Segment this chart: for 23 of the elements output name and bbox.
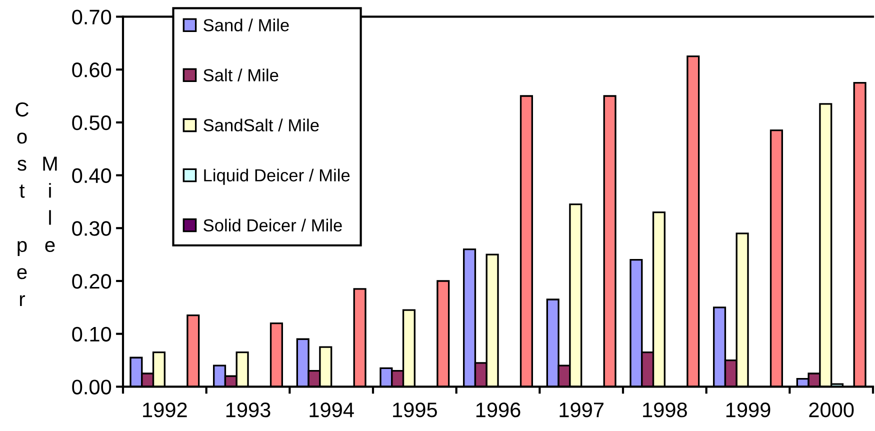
- x-tick-label: 1996: [476, 402, 520, 418]
- y-tick-label: 0.70: [72, 10, 112, 24]
- y-tick-label: 0.40: [72, 168, 112, 184]
- legend-label: Sand / Mile: [204, 18, 289, 32]
- y-tick-label: 0.30: [72, 221, 112, 236]
- legend-label: Salt / Mile: [204, 68, 278, 82]
- y-tick-label: 0.00: [72, 380, 112, 394]
- x-tick-label: 1998: [643, 402, 687, 418]
- y-tick-label: 0.50: [72, 115, 112, 130]
- x-tick-label: 2000: [809, 402, 854, 418]
- y-tick-label: 0.60: [72, 62, 112, 78]
- legend-label: SandSalt / Mile: [204, 118, 319, 132]
- x-tick-label: 1999: [726, 402, 770, 418]
- text: Cost per Mile: [16, 102, 57, 306]
- y-tick-label: 0.10: [72, 326, 112, 342]
- x-tick-label: 1993: [226, 402, 270, 418]
- x-tick-label: 1997: [560, 402, 604, 418]
- x-tick-label: 1994: [310, 402, 354, 418]
- x-tick-label: 1992: [143, 402, 187, 418]
- legend-label: Liquid Deicer / Mile: [204, 168, 350, 185]
- x-tick-label: 1995: [393, 402, 437, 418]
- y-tick-label: 0.20: [72, 274, 112, 289]
- legend-label: Solid Deicer / Mile: [204, 218, 342, 232]
